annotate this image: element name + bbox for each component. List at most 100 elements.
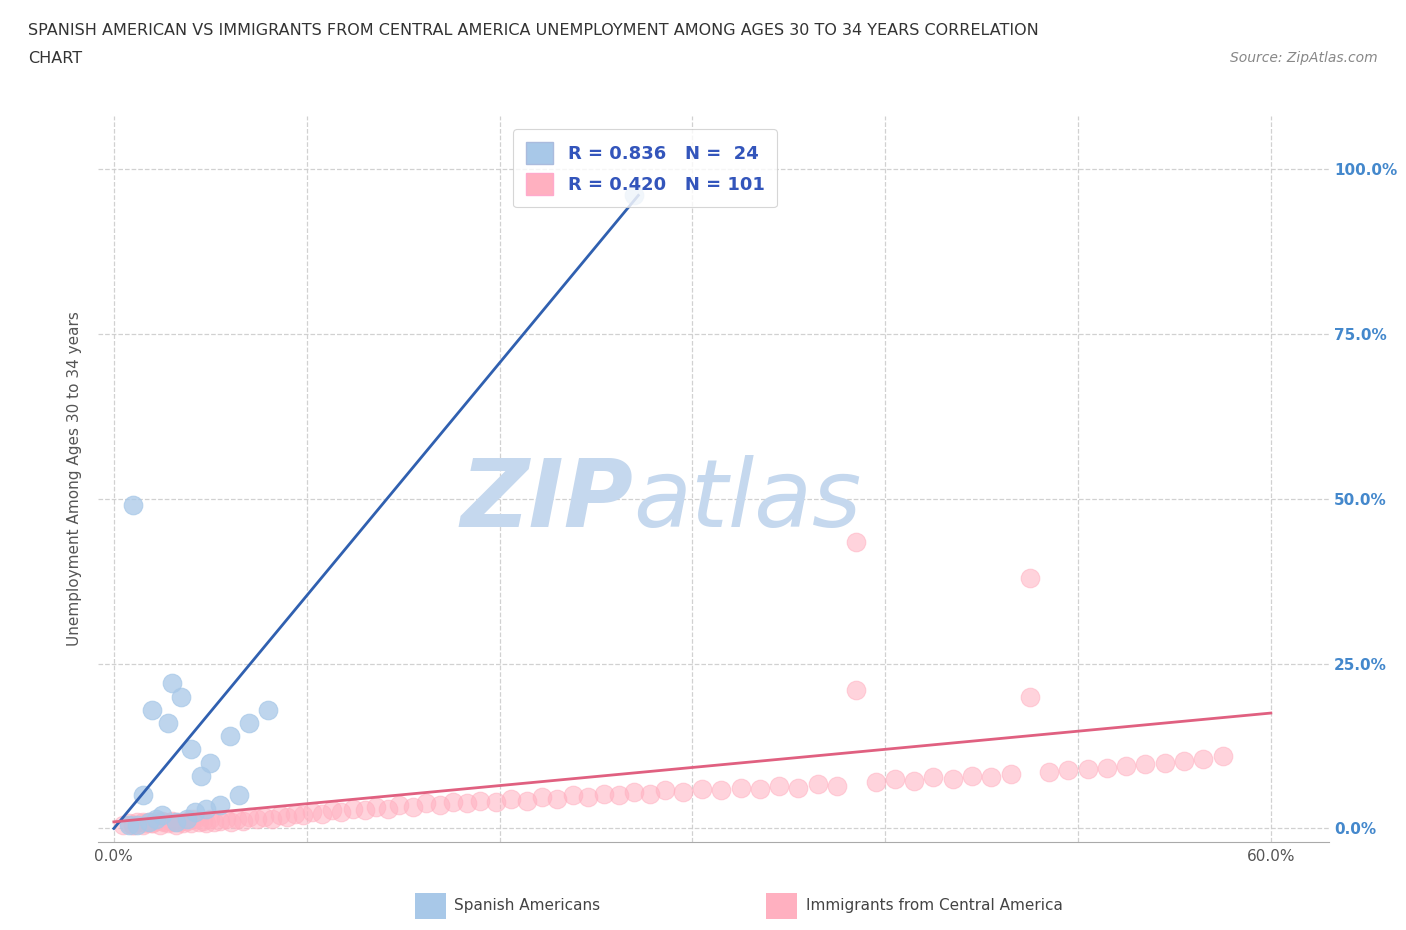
Point — [1212, 749, 1234, 764]
Point — [276, 809, 298, 824]
Point — [195, 816, 218, 830]
Point — [134, 816, 156, 830]
Point — [768, 778, 790, 793]
Point — [138, 815, 160, 830]
Text: ZIP: ZIP — [461, 455, 634, 547]
Point — [180, 816, 202, 830]
Point — [184, 812, 207, 827]
Point — [922, 770, 945, 785]
Point — [690, 781, 713, 796]
Point — [787, 780, 810, 795]
Point — [530, 790, 553, 804]
Text: Source: ZipAtlas.com: Source: ZipAtlas.com — [1230, 51, 1378, 65]
Point — [165, 817, 187, 832]
Point — [141, 816, 163, 830]
Point — [215, 811, 238, 826]
Point — [710, 783, 733, 798]
Point — [125, 817, 148, 832]
Point — [845, 534, 868, 549]
Point — [160, 676, 183, 691]
Point — [221, 815, 243, 830]
Point — [607, 788, 630, 803]
Text: Spanish Americans: Spanish Americans — [454, 898, 600, 913]
Point — [284, 806, 307, 821]
Point — [1018, 570, 1040, 585]
Point — [180, 811, 202, 826]
Point — [377, 802, 399, 817]
Point — [125, 815, 148, 830]
Point — [226, 811, 249, 826]
Point — [807, 777, 830, 791]
Point — [942, 772, 965, 787]
Point — [623, 785, 645, 800]
Point — [402, 800, 425, 815]
Point — [145, 813, 167, 828]
Point — [269, 808, 291, 823]
Point — [903, 774, 925, 789]
Point — [623, 188, 645, 203]
Point — [1018, 689, 1040, 704]
Legend: R = 0.836   N =  24, R = 0.420   N = 101: R = 0.836 N = 24, R = 0.420 N = 101 — [513, 129, 778, 207]
Point — [141, 702, 163, 717]
Point — [330, 804, 353, 819]
Point — [190, 768, 212, 783]
Text: SPANISH AMERICAN VS IMMIGRANTS FROM CENTRAL AMERICA UNEMPLOYMENT AMONG AGES 30 T: SPANISH AMERICAN VS IMMIGRANTS FROM CENT… — [28, 23, 1039, 38]
Point — [1135, 756, 1157, 771]
Point — [291, 808, 314, 823]
Point — [132, 788, 155, 803]
Point — [499, 791, 522, 806]
Point — [132, 815, 155, 830]
Point — [165, 815, 187, 830]
Point — [672, 785, 695, 800]
Point — [156, 715, 179, 730]
Point — [415, 796, 437, 811]
Point — [470, 793, 492, 808]
Point — [150, 808, 173, 823]
Point — [845, 683, 868, 698]
Point — [485, 794, 508, 809]
Point — [122, 817, 145, 832]
Text: atlas: atlas — [634, 455, 862, 546]
Point — [960, 768, 983, 783]
Point — [301, 804, 323, 819]
Point — [456, 796, 478, 811]
Point — [200, 811, 222, 826]
Point — [176, 813, 198, 828]
Point — [160, 813, 183, 828]
Text: Immigrants from Central America: Immigrants from Central America — [806, 898, 1063, 913]
Point — [260, 811, 283, 826]
Point — [122, 498, 145, 512]
Point — [253, 809, 276, 824]
Point — [118, 817, 141, 832]
Point — [311, 806, 333, 821]
Point — [1153, 755, 1175, 770]
Point — [153, 815, 176, 830]
Point — [202, 815, 225, 830]
Point — [638, 787, 661, 802]
Point — [238, 809, 260, 824]
Point — [122, 817, 145, 832]
Point — [112, 817, 135, 832]
Point — [1192, 751, 1215, 766]
Point — [1173, 753, 1195, 768]
Point — [1057, 763, 1080, 777]
Point — [1077, 762, 1099, 777]
Point — [388, 798, 411, 813]
Point — [160, 815, 183, 830]
Point — [342, 802, 364, 817]
Point — [353, 803, 375, 817]
Point — [865, 775, 887, 790]
Point — [1000, 767, 1022, 782]
Point — [245, 812, 267, 827]
Point — [592, 787, 614, 802]
Point — [169, 815, 191, 830]
Point — [200, 755, 222, 770]
Point — [232, 813, 254, 828]
Point — [172, 816, 194, 830]
Point — [180, 742, 202, 757]
Point — [208, 813, 231, 828]
Point — [184, 804, 207, 819]
Point — [1038, 765, 1060, 780]
Point — [238, 715, 260, 730]
Point — [980, 770, 1002, 785]
